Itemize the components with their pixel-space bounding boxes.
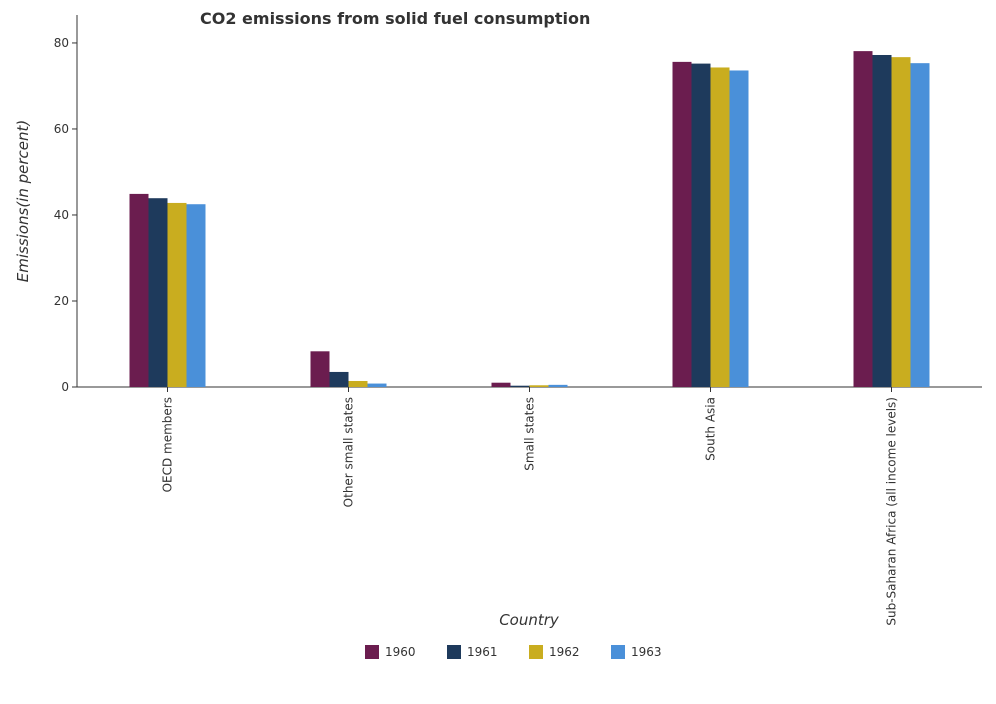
- bar: [529, 385, 549, 387]
- bar: [691, 63, 711, 388]
- y-tick-label: 60: [54, 122, 69, 136]
- x-tick-label: Other small states: [342, 397, 356, 507]
- bar: [129, 193, 149, 387]
- y-tick-label: 20: [54, 294, 69, 308]
- bar: [729, 70, 749, 388]
- bar: [348, 380, 368, 387]
- y-axis-label: Emissions(in percent): [14, 120, 32, 282]
- bar: [367, 383, 387, 387]
- y-tick-label: 80: [54, 36, 69, 50]
- legend-swatch: [611, 645, 625, 659]
- bar: [329, 371, 349, 387]
- x-axis-label: Country: [499, 611, 560, 629]
- legend-swatch: [365, 645, 379, 659]
- y-tick-label: 40: [54, 208, 69, 222]
- legend-label: 1961: [467, 645, 498, 659]
- x-tick-label: South Asia: [704, 397, 718, 461]
- legend-swatch: [447, 645, 461, 659]
- legend-label: 1960: [385, 645, 416, 659]
- bar: [910, 63, 930, 387]
- bar: [872, 54, 892, 388]
- bar: [672, 61, 692, 387]
- bar: [853, 51, 873, 388]
- bar: [186, 204, 206, 387]
- bar: [710, 67, 730, 388]
- legend-label: 1962: [549, 645, 580, 659]
- bar: [148, 198, 168, 387]
- legend-swatch: [529, 645, 543, 659]
- x-tick-label: Small states: [523, 397, 537, 471]
- y-tick-label: 0: [61, 380, 69, 394]
- bar: [548, 384, 568, 387]
- bar: [891, 57, 911, 388]
- bar: [310, 351, 330, 387]
- chart-title: CO2 emissions from solid fuel consumptio…: [200, 9, 590, 28]
- bar: [510, 385, 530, 387]
- legend-label: 1963: [631, 645, 662, 659]
- x-tick-label: OECD members: [161, 397, 175, 492]
- bar: [491, 382, 511, 387]
- x-tick-label: Sub-Saharan Africa (all income levels): [885, 397, 899, 626]
- bar: [167, 202, 187, 387]
